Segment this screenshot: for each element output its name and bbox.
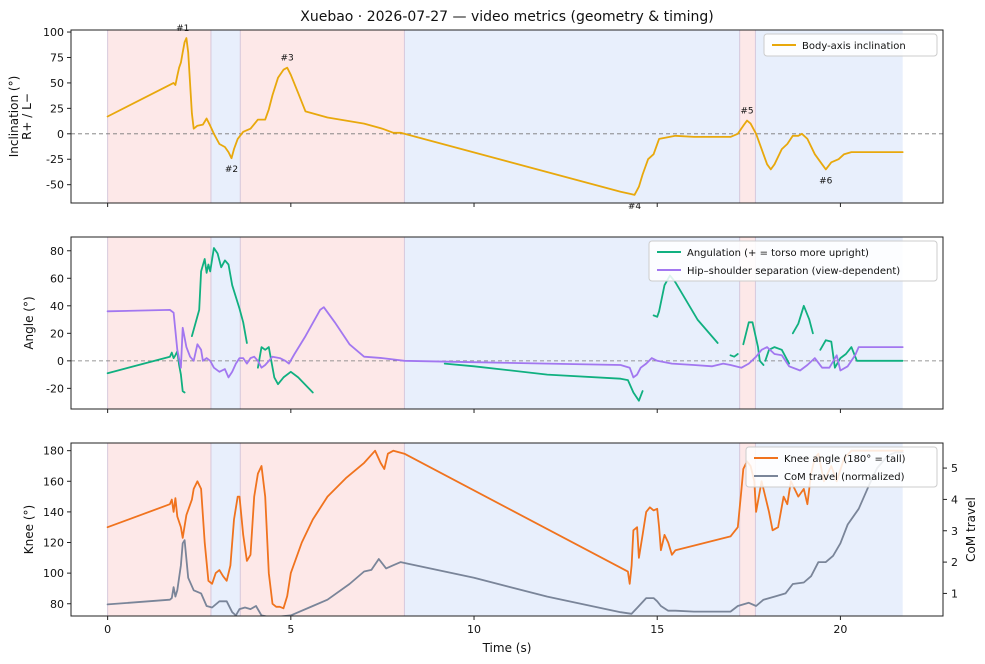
y-tick-label: 50: [50, 77, 64, 90]
phase-band: [404, 30, 740, 203]
phase-band: [404, 443, 740, 616]
y-tick-label: 160: [43, 475, 64, 488]
y-tick-label: 60: [50, 272, 64, 285]
phase-band: [107, 30, 211, 203]
series-lines: [106, 37, 904, 196]
y-axis-label: R+ / L−: [20, 93, 34, 140]
x-tick-label: 5: [287, 623, 294, 636]
y-tick-label: 100: [43, 26, 64, 39]
y-axis-label: Angle (°): [22, 296, 36, 349]
panel-angle: -20 0 20 40 60 80 Angle (°) Angulation (+ = tor…: [22, 236, 944, 413]
legend: Body-axis inclination: [763, 33, 938, 57]
y-tick-label: -25: [46, 153, 64, 166]
series-line: [106, 306, 904, 379]
peak-annotation: #6: [819, 176, 833, 186]
y-tick-label: 100: [43, 567, 64, 580]
series-line: [106, 449, 904, 610]
x-axis-label: Time (s): [482, 641, 532, 655]
peak-annotation: #2: [225, 165, 238, 175]
phase-band: [210, 443, 241, 616]
y-tick-label: -20: [46, 382, 64, 395]
figure-title: Xuebao · 2026-07-27 — video metrics (geo…: [300, 9, 714, 25]
y-axis-label: Inclination (°): [7, 76, 21, 158]
legend-box: [648, 240, 938, 282]
series-line: [742, 321, 765, 366]
right-y-tick-label: 2: [951, 556, 958, 569]
right-y-axis-label: CoM travel: [964, 497, 978, 562]
y-tick-label: 0: [57, 128, 64, 141]
peak-annotation: #5: [740, 107, 753, 117]
y-axis-label: Knee (°): [22, 505, 36, 554]
series-line: [819, 339, 904, 369]
y-tick-label: 120: [43, 537, 64, 550]
panel-knee: 80 100 120 140 160 180 0 5 10 15 20 Knee (°) 1 2 3 4 5 Co…: [22, 442, 978, 636]
series-line: [729, 353, 739, 358]
legend: Knee angle (180° = tall) CoM travel (norm…: [745, 446, 938, 488]
y-tick-label: 180: [43, 445, 64, 458]
peak-annotation: #1: [176, 24, 189, 34]
legend: Angulation (+ = torso more upright) Hip–s…: [648, 240, 938, 282]
legend-box: [745, 446, 938, 488]
series-line: [106, 451, 904, 616]
y-tick-label: 80: [50, 598, 64, 611]
y-tick-label: 20: [50, 327, 64, 340]
phase-band: [739, 30, 756, 203]
x-tick-label: 10: [467, 623, 481, 636]
legend-label: CoM travel (normalized): [784, 472, 905, 483]
x-tick-label: 15: [650, 623, 664, 636]
right-y-tick-label: 1: [951, 587, 958, 600]
y-tick-label: 140: [43, 506, 64, 519]
right-y-tick-label: 3: [951, 525, 958, 538]
series-line: [106, 350, 186, 394]
phase-band: [240, 237, 405, 409]
series-lines: [106, 449, 904, 616]
plot-frame: [70, 442, 944, 617]
y-tick-label: 75: [50, 51, 64, 64]
phase-band: [755, 30, 903, 203]
panel-inclination: #1 #2 #3 #4 #5 #6 -50 -25 0 25 50 75 100 Inclination …: [7, 24, 944, 212]
right-y-tick-label: 4: [951, 493, 958, 506]
y-tick-label: 25: [50, 102, 64, 115]
y-tick-label: 40: [50, 300, 64, 313]
legend-label: Body-axis inclination: [802, 41, 906, 52]
phase-band: [107, 237, 211, 409]
right-y-tick-label: 5: [951, 462, 958, 475]
y-tick-label: -50: [46, 179, 64, 192]
y-tick-label: 80: [50, 245, 64, 258]
x-tick-label: 0: [104, 623, 111, 636]
phase-band: [210, 30, 241, 203]
series-line: [443, 362, 644, 402]
legend-label: Knee angle (180° = tall): [784, 454, 906, 465]
plot-frame: [70, 236, 944, 410]
peak-annotation: #3: [281, 54, 294, 64]
phase-bands: [107, 30, 903, 203]
legend-box: [763, 33, 938, 57]
y-tick-label: 0: [57, 355, 64, 368]
phase-band: [240, 443, 405, 616]
peak-annotation: #4: [628, 202, 642, 212]
legend-label: Angulation (+ = torso more upright): [687, 248, 869, 259]
series-line: [257, 346, 314, 394]
series-line: [106, 37, 904, 196]
legend-label: Hip–shoulder separation (view-dependent): [687, 266, 900, 277]
series-line: [191, 247, 248, 344]
x-tick-label: 20: [833, 623, 847, 636]
series-lines: [106, 247, 904, 402]
series-line: [791, 304, 814, 335]
phase-band: [210, 237, 241, 409]
plot-frame: [70, 29, 944, 204]
phase-band: [107, 443, 211, 616]
series-line: [764, 346, 790, 365]
